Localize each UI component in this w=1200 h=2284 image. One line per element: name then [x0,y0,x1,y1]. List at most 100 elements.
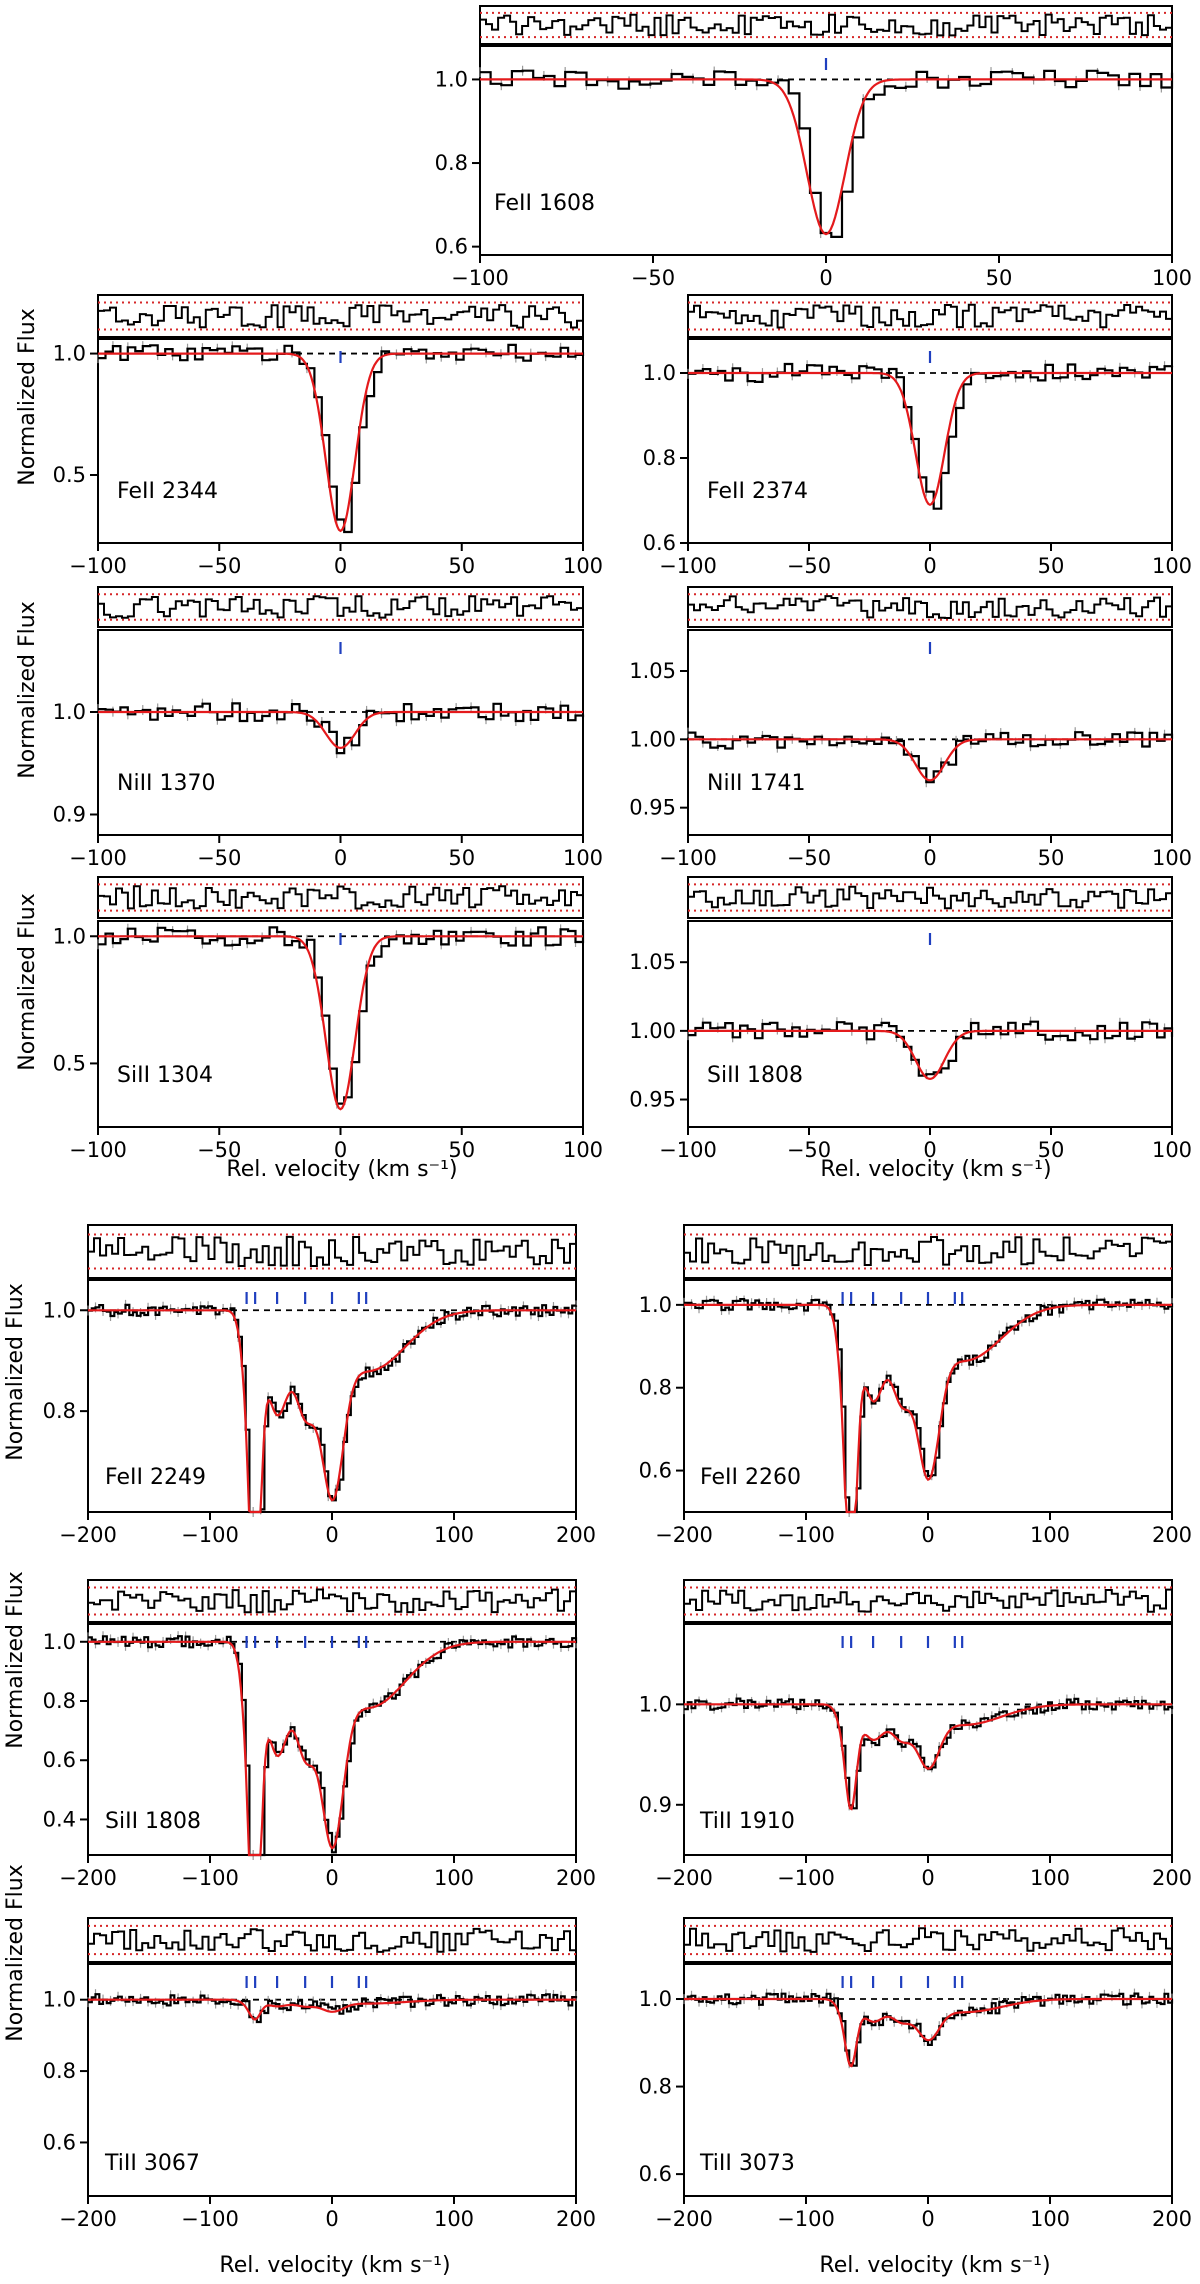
y-axis-label: Normalized Flux [3,1571,28,1748]
model-fit [98,935,583,1111]
y-tick-label: 0.5 [53,463,86,487]
spectrum-panel: −100 −50 0 50 100 0.95 1.00 1.05 SiII 1808 [629,876,1192,1162]
x-tick-label: −50 [631,266,675,290]
x-tick-label: 100 [1152,1138,1192,1162]
x-tick-label: 50 [986,266,1013,290]
panel-title: SiII 1304 [117,1063,213,1088]
y-tick-label: 0.8 [43,1689,76,1713]
x-tick-label: 100 [1152,266,1192,290]
observed-spectrum [88,1635,578,1857]
x-tick-label: 100 [1152,846,1192,870]
observed-spectrum [688,1020,1174,1077]
y-tick-label: 0.8 [639,1376,672,1400]
x-tick-label: −100 [659,1138,717,1162]
x-tick-label: −100 [69,1138,127,1162]
x-tick-label: 0 [334,846,347,870]
x-tick-label: 200 [556,2207,596,2231]
y-tick-label: 1.0 [639,1293,672,1317]
residual-trace [688,885,1173,910]
x-tick-label: 50 [448,554,475,578]
labels-layer: Normalized Flux Normalized Flux Normaliz… [3,308,1052,2278]
residual-frame [687,586,1173,628]
x-tick-label: 0 [923,1138,936,1162]
model-fit [88,1640,576,1857]
spectrum-panel: −100 −50 0 50 100 0.9 1.0 NiII 1370 [53,586,603,870]
spectrum-panel: −200 −100 0 100 200 0.8 1.0 FeII 2249 [43,1224,596,1547]
y-tick-label: 0.8 [435,151,468,175]
y-tick-label: 1.00 [629,1019,676,1043]
x-tick-label: −50 [197,554,241,578]
x-tick-label: −100 [181,2207,239,2231]
spectrum-panel: −100 −50 0 50 100 0.5 1.0 SiII 1304 [53,876,603,1162]
panel-title: NiII 1370 [117,771,216,796]
x-tick-label: −100 [777,1523,835,1547]
panel-title: FeII 2344 [117,479,218,504]
x-tick-label: 100 [1030,1866,1070,1890]
x-tick-label: −200 [655,1523,713,1547]
spectrum-panel: −100 −50 0 50 100 0.95 1.00 1.05 NiII 1741 [629,586,1192,870]
x-tick-label: 100 [563,554,603,578]
residual-trace [98,304,584,329]
panel-title: SiII 1808 [105,1809,201,1834]
y-tick-label: 0.6 [43,2130,76,2154]
x-tick-label: −50 [787,554,831,578]
residual-frame [687,294,1173,338]
x-tick-label: 50 [448,846,475,870]
residual-trace [684,1588,1173,1613]
y-tick-label: 0.8 [643,446,676,470]
x-tick-label: 0 [325,1523,338,1547]
residual-trace [88,1588,577,1614]
x-tick-label: −100 [451,266,509,290]
panel-title: FeII 2260 [700,1465,801,1490]
x-tick-label: −50 [787,1138,831,1162]
observed-spectrum [88,1993,578,2024]
x-tick-label: −200 [655,2207,713,2231]
x-axis-label: Rel. velocity (km s⁻¹) [226,1157,457,1182]
x-tick-label: 100 [563,846,603,870]
x-tick-label: 100 [434,1523,474,1547]
x-tick-label: 0 [921,1523,934,1547]
model-fit [684,1997,1172,2068]
plot-frame [97,629,584,836]
panel-title: TiII 3067 [104,2151,200,2176]
y-tick-label: 1.0 [43,1988,76,2012]
x-tick-label: 50 [1038,1138,1065,1162]
x-tick-label: 200 [556,1523,596,1547]
model-fit [688,371,1172,507]
residual-trace [688,303,1173,329]
y-tick-label: 1.0 [643,361,676,385]
panel-title: TiII 1910 [699,1809,795,1834]
panel-title: TiII 3073 [699,2151,795,2176]
y-tick-label: 1.0 [53,700,86,724]
x-tick-label: −100 [69,554,127,578]
observed-spectrum [684,1992,1174,2067]
model-fit [688,738,1172,782]
model-fit [98,710,583,750]
y-axis-label: Normalized Flux [15,893,40,1070]
model-fit [684,1303,1172,1514]
y-tick-label: 1.0 [43,1298,76,1322]
y-tick-label: 0.9 [53,803,86,827]
x-tick-label: 200 [556,1866,596,1890]
y-tick-label: 0.6 [639,2162,672,2186]
x-tick-label: −50 [197,846,241,870]
plot-frame [687,629,1173,836]
x-tick-label: 100 [1030,2207,1070,2231]
residual-trace [684,1236,1173,1267]
x-tick-label: 100 [563,1138,603,1162]
x-tick-label: 100 [434,1866,474,1890]
y-tick-label: 0.6 [643,531,676,555]
y-tick-label: 0.4 [43,1807,76,1831]
y-tick-label: 0.6 [435,235,468,259]
model-fit [98,352,583,533]
panel-title: FeII 1608 [494,191,595,216]
model-fit [688,1029,1172,1081]
y-tick-label: 1.00 [629,727,676,751]
residual-frame [87,1917,577,1963]
x-tick-label: −100 [777,1866,835,1890]
y-tick-label: 0.8 [639,2075,672,2099]
x-tick-label: −50 [787,846,831,870]
y-tick-label: 1.0 [639,1692,672,1716]
model-fit [684,1703,1172,1811]
